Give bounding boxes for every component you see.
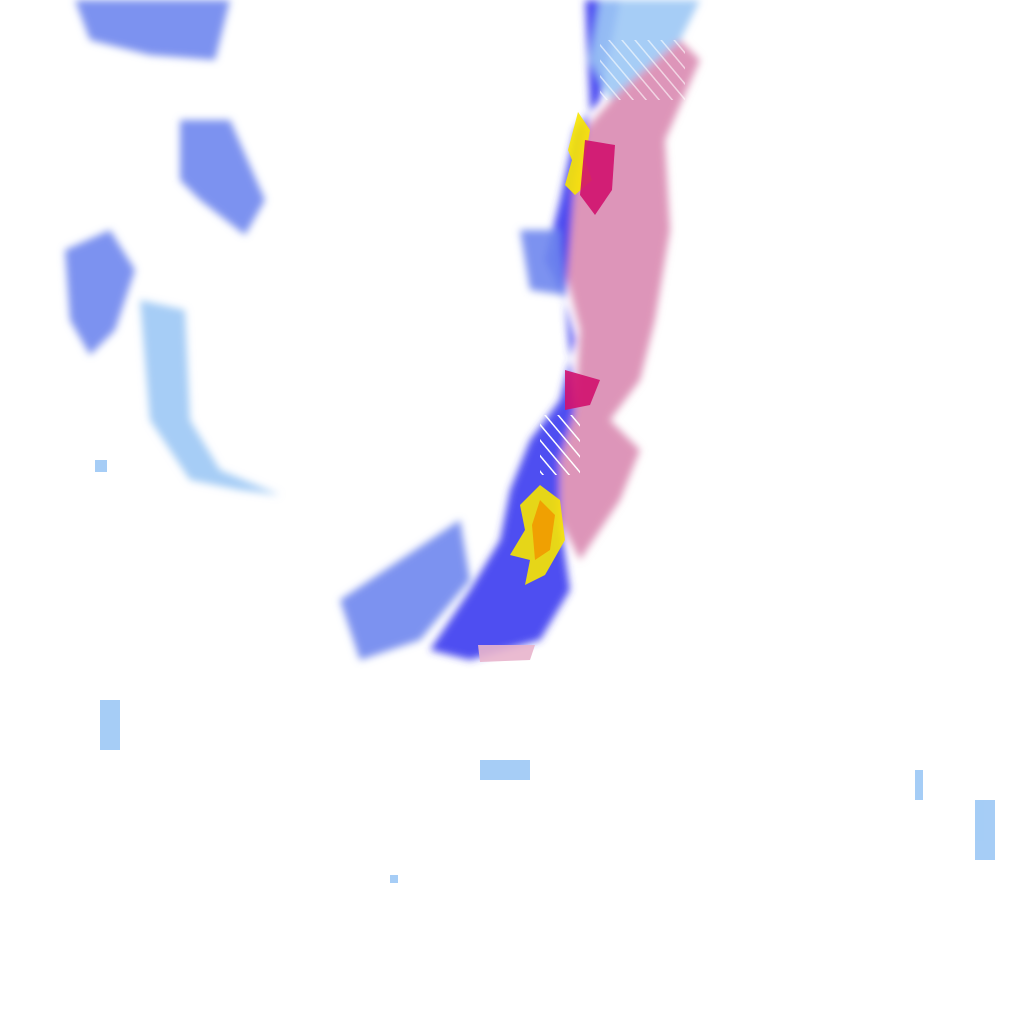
mixed-edge-south	[478, 645, 535, 662]
rain-southwest	[340, 520, 470, 660]
rain-north-scatter	[75, 0, 230, 60]
rain-west-cluster	[65, 230, 135, 355]
rain-west-patches	[520, 230, 565, 295]
scattered-echoes	[95, 460, 995, 883]
hatched-zone-mid	[540, 415, 580, 475]
very-intense-core-south	[532, 500, 555, 560]
hatched-zone-north	[600, 40, 685, 100]
rain-northwest	[180, 120, 265, 235]
mixed-heavy-core-north	[580, 140, 615, 215]
rain-west-light	[140, 300, 280, 495]
mixed-heavy-core-mid	[565, 370, 600, 410]
